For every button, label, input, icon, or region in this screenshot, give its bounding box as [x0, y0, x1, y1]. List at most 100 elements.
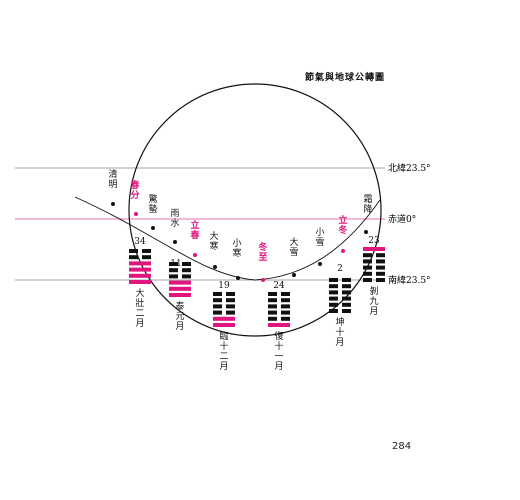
hexagram-line-yin-right: [281, 310, 290, 315]
hexagram-number-lin: 19: [218, 281, 230, 291]
hexagram-dazhuang: 34 大壯二月: [129, 237, 151, 329]
hexagram-line-yin-left: [268, 310, 277, 315]
hexagram-line-yin-left: [329, 278, 338, 282]
hexagram-fu: 24 復十一月: [268, 281, 290, 372]
solar-term-label-yushui: 雨水: [170, 208, 179, 229]
solar-term-dot-daxue: [292, 273, 296, 277]
hexagram-line-yin-left: [213, 298, 222, 303]
hexagram-line-yang: [169, 286, 191, 291]
hexagram-line-yin-left: [363, 265, 372, 270]
hexagram-name-kun: 坤十月: [335, 316, 344, 348]
hexagram-line-yang: [129, 273, 151, 278]
orbit-circle: [128, 83, 382, 337]
hexagram-line-yin-left: [363, 271, 372, 276]
figure-caption: 節氣與地球公轉圖: [305, 73, 386, 83]
solar-term-dot-dongzhi: [261, 278, 265, 282]
hexagrams-group: 34 大壯二月 11泰元月 19 臨十二月 24 復十一月 2 坤十月 23 剝九月: [129, 236, 385, 372]
solar-term-dot-jingzhe: [151, 226, 155, 230]
solar-term-dot-xiaoxue: [318, 262, 322, 266]
hexagram-line-yin-right: [376, 259, 385, 264]
hexagram-line-yang: [213, 323, 235, 327]
hexagram-line-yin-right: [342, 278, 351, 282]
hexagram-line-yang: [169, 293, 191, 297]
hexagram-line-yin-left: [329, 284, 338, 289]
hexagram-line-yin-left: [169, 274, 178, 279]
hexagram-line-yin-left: [363, 253, 372, 258]
solar-term-label-xiaoxue: 小雪: [315, 227, 324, 248]
hexagram-line-yang: [268, 323, 290, 327]
hexagram-line-yin-right: [281, 298, 290, 303]
hexagram-name-fu: 復十一月: [274, 330, 283, 372]
hexagram-line-yin-right: [342, 302, 351, 307]
solar-term-dot-lichun: [193, 253, 197, 257]
hexagram-line-yin-right: [342, 290, 351, 295]
hexagram-line-yin-left: [213, 304, 222, 309]
solar-term-label-lidong: 立冬: [338, 214, 348, 236]
hexagram-bo: 23 剝九月: [363, 236, 385, 317]
solar-term-dot-chunfen: [134, 212, 138, 216]
hexagram-line-yin-right: [376, 253, 385, 258]
solar-term-label-chunfen: 春分: [129, 179, 140, 201]
hexagram-line-yin-right: [281, 292, 290, 296]
hexagram-line-yin-left: [213, 292, 222, 296]
page-number: 284: [392, 441, 412, 452]
solar-term-label-jingzhe: 驚蟄: [148, 193, 157, 215]
solar-term-dot-lidong: [341, 249, 345, 253]
hexagram-line-yin-right: [376, 265, 385, 270]
hexagram-line-yang: [169, 280, 191, 285]
hexagram-line-yin-left: [329, 309, 338, 313]
hexagram-line-yin-right: [281, 316, 290, 321]
hexagram-name-dazhuang: 大壯二月: [135, 287, 144, 329]
hexagram-line-yin-left: [169, 262, 178, 266]
hexagram-line-yin-left: [329, 296, 338, 301]
hexagram-line-yang: [363, 247, 385, 251]
hexagram-line-yin-left: [268, 292, 277, 296]
south-tropic-label: 南緯23.5°: [388, 274, 431, 286]
equator-label: 赤道0°: [388, 213, 416, 225]
solar-term-label-shuangjiang: 霜降: [363, 194, 372, 215]
hexagram-line-yin-right: [226, 304, 235, 309]
north-tropic-label: 北緯23.5°: [388, 162, 431, 174]
hexagram-line-yin-right: [226, 298, 235, 303]
hexagram-number-fu: 24: [273, 281, 285, 291]
hexagram-line-yin-right: [226, 292, 235, 296]
hexagram-name-lin: 臨十二月: [219, 330, 228, 372]
solar-term-label-dahan: 大寒: [209, 230, 218, 252]
hexagram-number-kun: 2: [337, 264, 343, 274]
hexagram-name-bo: 剝九月: [369, 285, 378, 317]
hexagram-line-yin-left: [329, 290, 338, 295]
hexagram-kun: 2 坤十月: [329, 264, 351, 348]
hexagram-lin: 19 臨十二月: [213, 281, 235, 372]
hexagram-line-yin-left: [329, 302, 338, 307]
hexagram-line-yin-right: [342, 284, 351, 289]
hexagram-line-yin-right: [142, 255, 151, 260]
hexagram-number-dazhuang: 34: [134, 237, 146, 247]
sun-path-curve: [74, 196, 381, 281]
hexagram-line-yin-left: [363, 278, 372, 282]
hexagram-line-yang: [213, 316, 235, 321]
solar-term-dot-xiaohan: [236, 276, 240, 280]
solar-term-dot-dahan: [213, 265, 217, 269]
hexagram-line-yin-left: [363, 259, 372, 264]
hexagram-line-yin-left: [129, 255, 138, 260]
hexagram-line-yin-left: [268, 304, 277, 309]
hexagram-line-yin-right: [182, 268, 191, 273]
hexagram-line-yin-right: [182, 274, 191, 279]
solar-term-label-qingming: 清明: [108, 168, 117, 190]
solar-term-dot-yushui: [173, 240, 177, 244]
hexagram-line-yin-left: [129, 249, 138, 253]
hexagram-line-yin-right: [342, 296, 351, 301]
hexagram-line-yin-right: [142, 249, 151, 253]
hexagram-line-yang: [129, 280, 151, 284]
hexagram-line-yin-right: [182, 262, 191, 266]
solar-term-label-lichun: 立春: [189, 219, 200, 241]
hexagram-line-yin-left: [268, 298, 277, 303]
hexagram-line-yin-right: [281, 304, 290, 309]
hexagram-line-yang: [129, 267, 151, 272]
hexagram-tai: 11泰元月: [169, 259, 191, 332]
hexagram-number-bo: 23: [368, 236, 380, 246]
hexagram-line-yin-left: [268, 316, 277, 321]
